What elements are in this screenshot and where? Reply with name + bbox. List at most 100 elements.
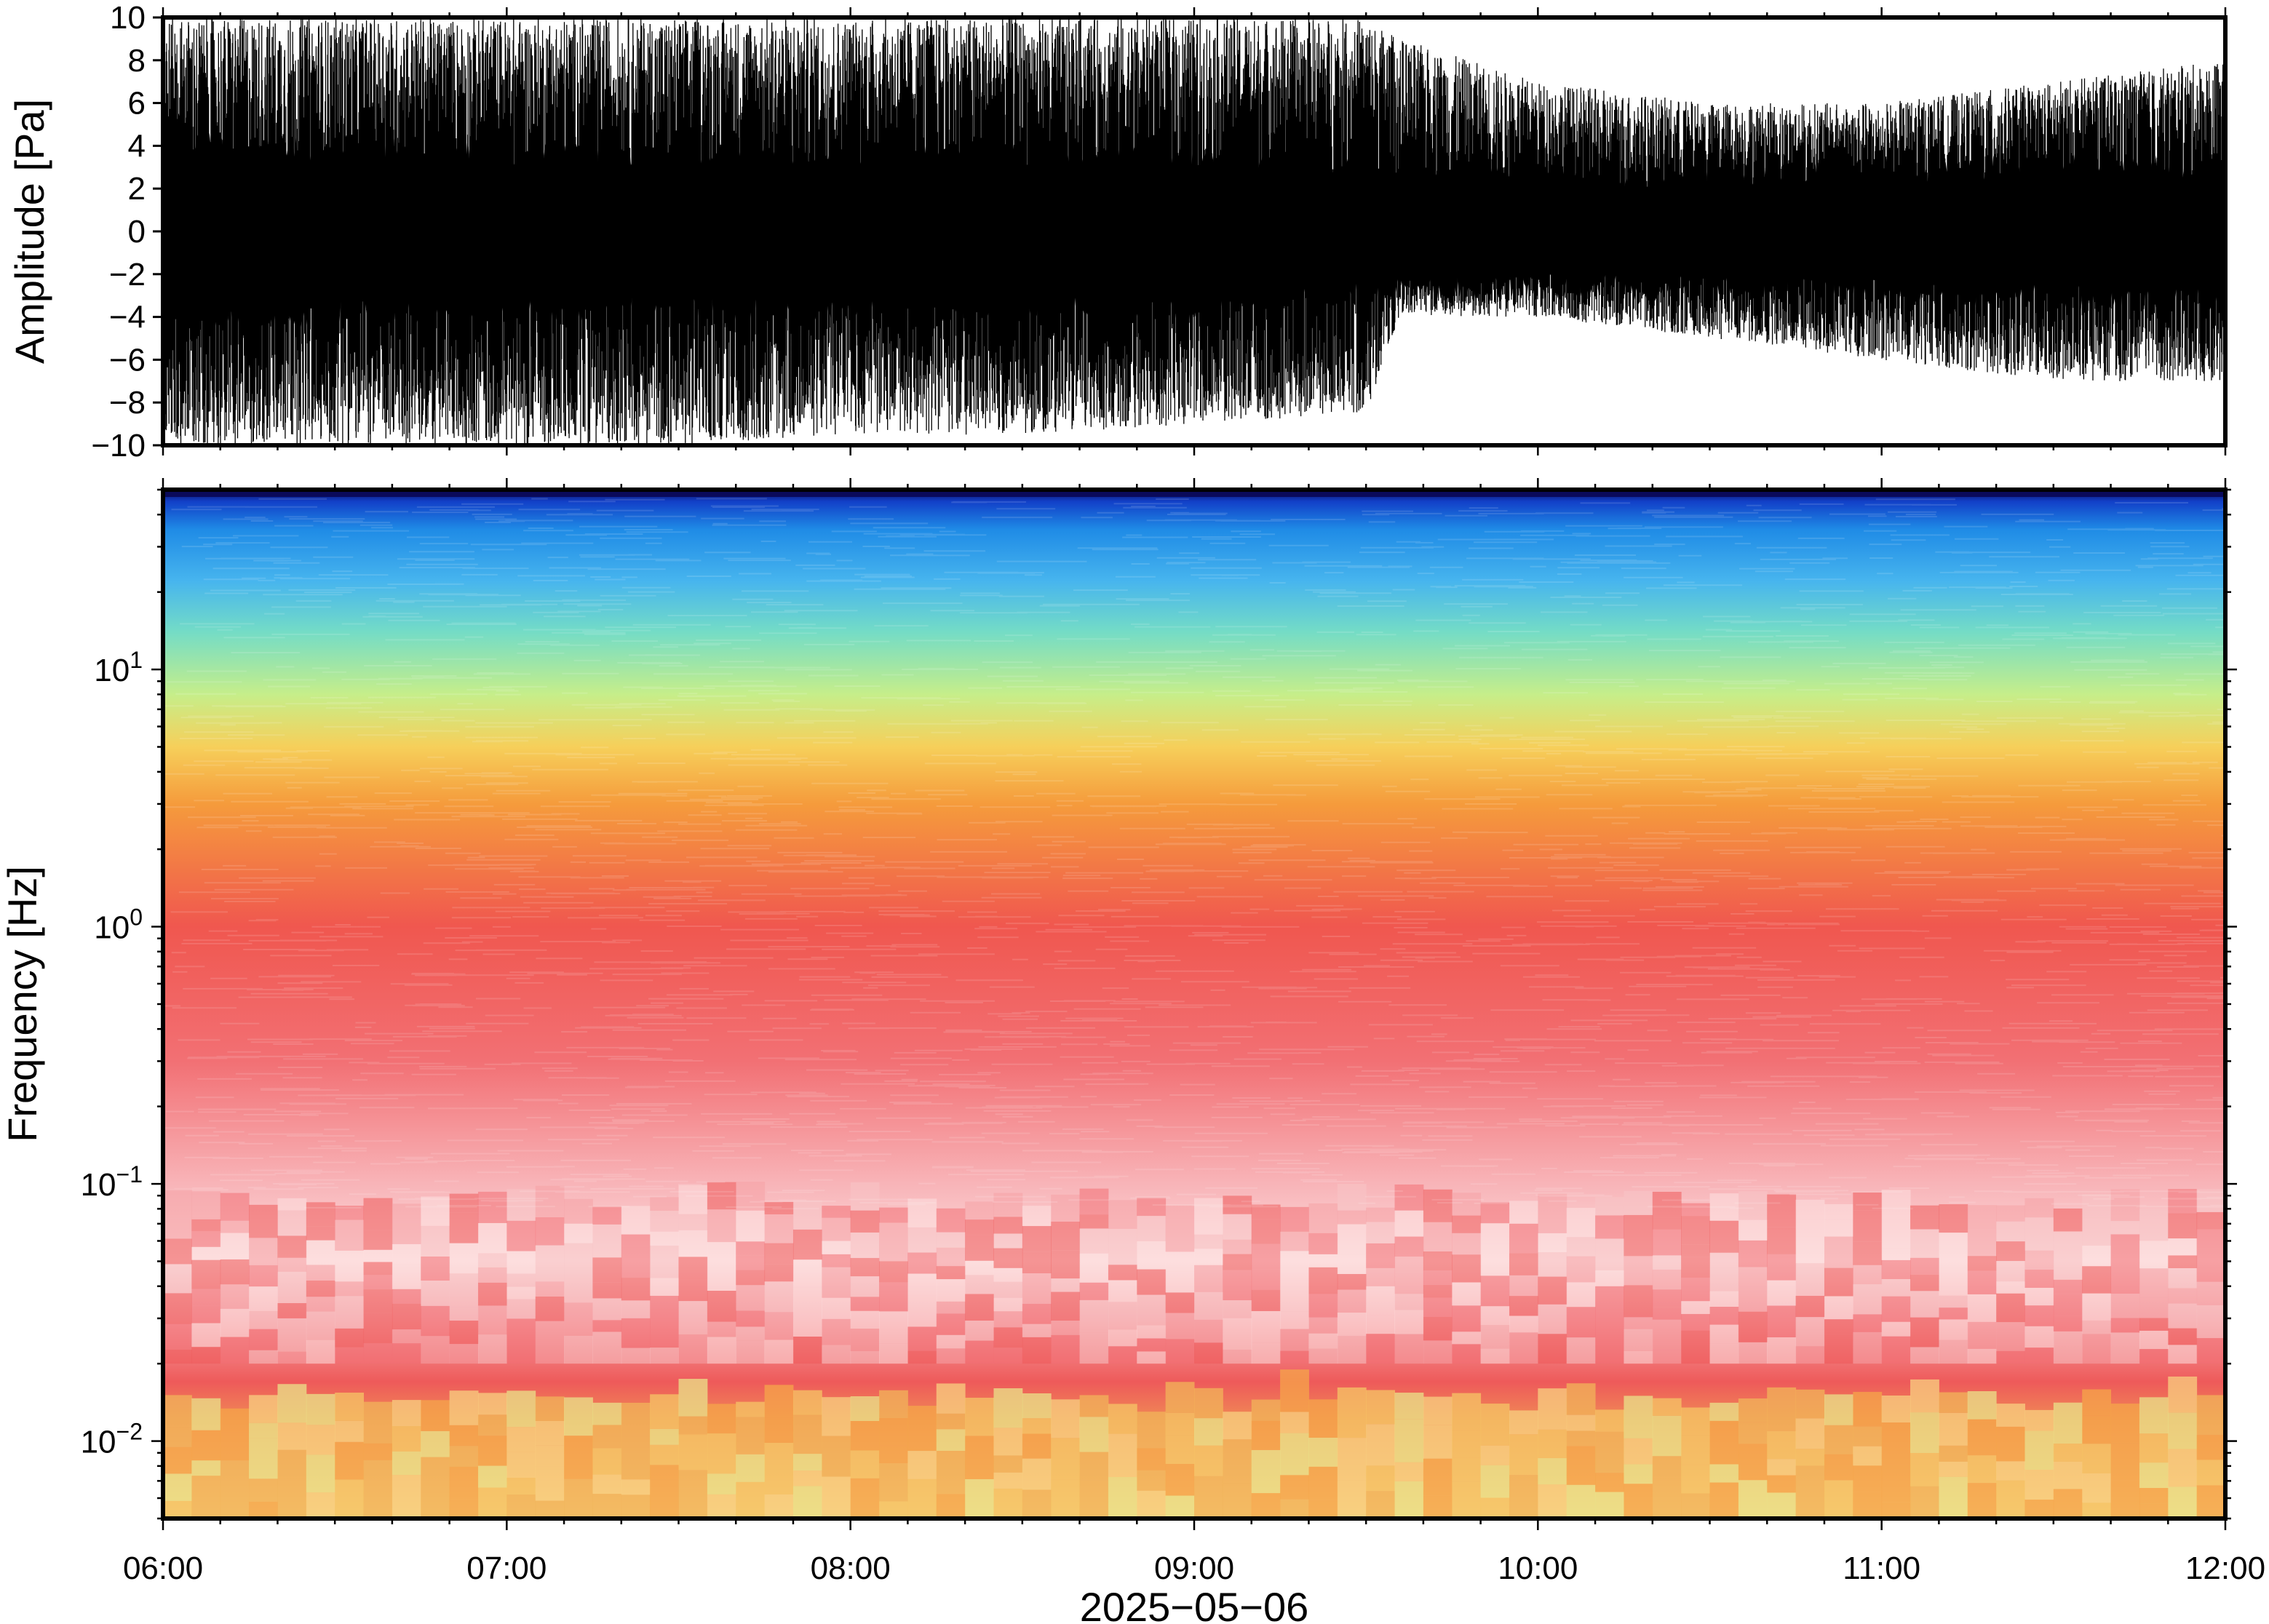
spectrogram-cell [2082,1217,2112,1246]
x-tick-label: 11:00 [1843,1551,1920,1586]
spectrogram-cell [879,1418,908,1446]
spectrogram-cell [936,1279,966,1302]
spectrogram-cell [392,1451,421,1476]
spectrogram-cell [965,1201,994,1220]
spectrogram-cell [592,1257,622,1283]
spectrogram-cell [1108,1280,1137,1302]
spectrogram-cell [1910,1379,1939,1413]
spectrogram-cell [249,1310,278,1329]
spectrogram-cell [1681,1435,1710,1465]
spectrogram-cell [764,1385,794,1418]
spectrogram-cell [1337,1224,1367,1255]
spectrogram-cell [1280,1369,1309,1412]
spectrogram-cell [1223,1214,1252,1240]
spectrogram-cell [2024,1250,2054,1270]
spectrogram-cell [306,1425,335,1455]
spectrogram-cell [1881,1396,1911,1423]
spectrogram-cell [792,1212,822,1230]
spectrogram-y-tick-label: 10−2 [81,1419,143,1460]
spectrogram-cell [1022,1418,1052,1434]
spectrogram-cell [1795,1500,1825,1518]
spectrogram-cell [1910,1317,1939,1348]
spectrogram-cell [879,1445,908,1463]
spectrogram-cell [2139,1209,2169,1241]
spectrogram-cell [1137,1269,1167,1295]
spectrogram-cell [1280,1499,1309,1518]
spectrogram-cell [1538,1388,1567,1430]
spectrogram-cell [993,1488,1023,1518]
spectrogram-cell [1738,1240,1768,1267]
spectrogram-cell [736,1401,766,1417]
spectrogram-cell [220,1476,250,1518]
spectrogram-cell [879,1311,908,1344]
spectrogram-cell [1624,1329,1653,1351]
spectrogram-cell [1652,1350,1682,1364]
spectrogram-cell [1738,1191,1768,1220]
waveform-y-tick-label: 4 [128,128,146,164]
spectrogram-cell [449,1466,479,1500]
spectrogram-cell [592,1320,622,1332]
spectrogram-cell [392,1264,421,1289]
spectrogram-cell [2053,1265,2083,1280]
spectrogram-cell [220,1408,250,1433]
spectrogram-cell [1566,1307,1596,1338]
spectrogram-cell [1709,1464,1739,1483]
spectrogram-cell [2024,1217,2054,1251]
spectrogram-cell [993,1193,1023,1217]
spectrogram-cell [506,1334,536,1364]
spectrogram-cell [764,1201,794,1214]
spectrogram-cell [449,1499,479,1518]
spectrogram-cell [1681,1203,1710,1217]
spectrogram-cell [449,1193,479,1213]
spectrogram-cell [2168,1328,2198,1345]
spectrogram-cell [1652,1269,1682,1290]
spectrogram-cell [707,1404,736,1434]
spectrogram-cell [1194,1234,1223,1249]
spectrogram-cell [1308,1294,1338,1318]
spectrogram-cell [993,1233,1023,1249]
spectrogram-cell [792,1390,822,1415]
spectrogram-cell [993,1428,1023,1456]
spectrogram-cell [1251,1420,1281,1450]
spectrogram-cell [1079,1253,1109,1283]
x-tick-label: 07:00 [466,1551,547,1586]
spectrogram-cell [564,1436,593,1479]
spectrogram-cell [1165,1435,1195,1465]
spectrogram-cell [1910,1257,1939,1275]
spectrogram-cell [1394,1481,1424,1518]
spectrogram-cell [363,1249,393,1262]
spectrogram-y-tick-label: 100 [94,904,143,946]
spectrogram-cell [650,1428,679,1445]
spectrogram-cell [1538,1193,1567,1210]
spectrogram-cell [1652,1289,1682,1307]
spectrogram-cell [1165,1271,1195,1293]
spectrogram-cell [650,1278,679,1296]
spectrogram-cell [1051,1222,1081,1251]
spectrogram-cell [1853,1465,1883,1492]
spectrogram-cell [1767,1459,1797,1476]
spectrogram-cell [1308,1466,1338,1500]
spectrogram-cell [736,1454,766,1482]
spectrogram-x-ticks: 06:00 07:00 08:00 09:00 10:00 11:00 12:00 [123,478,2265,1586]
spectrogram-cell [1108,1477,1137,1518]
spectrogram-cell [2053,1231,2083,1265]
spectrogram-cell [220,1296,250,1309]
spectrogram-cell [592,1282,622,1299]
spectrogram-cell [879,1261,908,1283]
spectrogram-cell [2082,1473,2112,1503]
spectrogram-cell [506,1189,536,1221]
waveform-y-tick-label: −6 [109,342,146,378]
spectrogram-cell [564,1478,593,1518]
spectrogram-cell [535,1421,565,1446]
spectrogram-cell [2139,1330,2169,1350]
spectrogram-cell [1423,1316,1453,1341]
spectrogram-cell [1280,1280,1309,1312]
spectrogram-cell [2024,1269,2054,1288]
spectrogram-cell [1137,1412,1167,1449]
spectrogram-cell [220,1284,250,1297]
spectrogram-cell [850,1210,880,1233]
spectrogram-cell [1738,1219,1768,1241]
spectrogram-cell [1853,1210,1883,1242]
spectrogram-cell [1853,1314,1883,1332]
spectrogram-cell [1022,1273,1052,1304]
